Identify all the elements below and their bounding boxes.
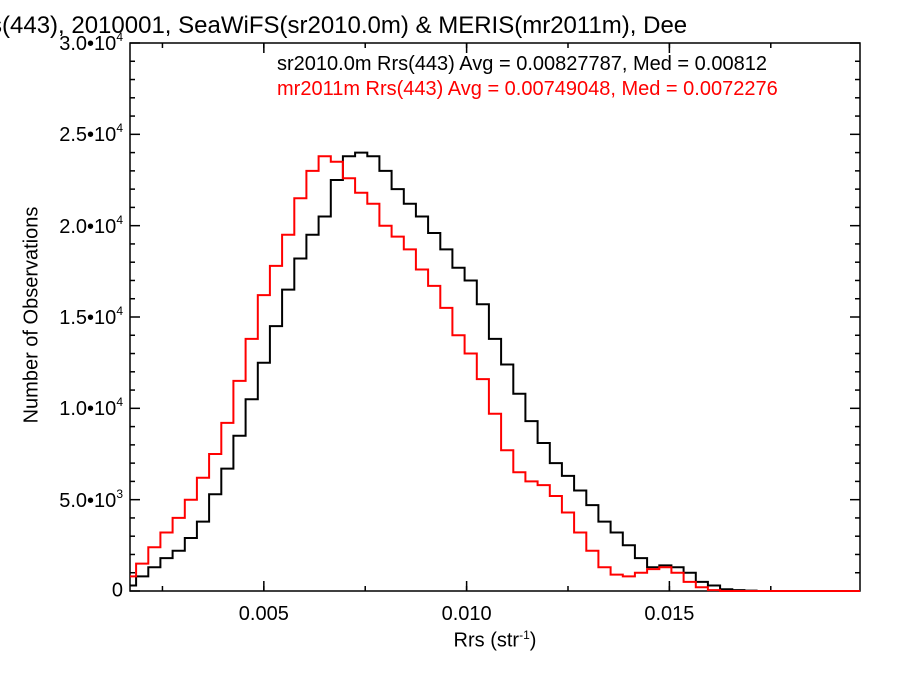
y-tick-exponent: 4: [116, 304, 123, 318]
x-tick-label: 0.010: [441, 603, 492, 625]
series-layer: [130, 151, 860, 592]
chart-title: s(443), 2010001, SeaWiFS(sr2010.0m) & ME…: [0, 12, 688, 39]
y-tick-mantissa: 1.0•10: [59, 398, 117, 421]
y-tick-exponent: 4: [116, 121, 123, 136]
y-tick-mantissa: 0: [111, 579, 123, 602]
y-tick-mantissa: 2.5•10: [59, 124, 117, 147]
x-axis-label-exponent: -1: [519, 628, 530, 642]
y-tick-label: 1.5•104: [59, 304, 123, 330]
y-tick-label: 2.5•104: [59, 121, 123, 147]
y-tick-label: 5.0•103: [59, 487, 123, 513]
y-tick-label: 3.0•104: [59, 30, 123, 56]
x-tick-label: 0.005: [238, 603, 289, 625]
y-tick-exponent: 4: [116, 30, 123, 44]
y-tick-mantissa: 2.0•10: [59, 215, 117, 238]
series-line-sr2010: [130, 151, 860, 592]
y-tick-mantissa: 5.0•10: [59, 489, 117, 512]
plot-frame: [129, 42, 861, 592]
y-axis-label: Number of Observations: [20, 206, 43, 424]
y-tick-label: 1.0•104: [59, 395, 123, 421]
y-tick-exponent: 3: [116, 486, 123, 501]
x-tick-label: 0.015: [644, 603, 695, 625]
x-axis-label: Rrs (str-1): [454, 628, 537, 653]
y-tick-exponent: 4: [116, 395, 123, 410]
legend-entry-sr2010: sr2010.0m Rrs(443) Avg = 0.00827787, Med…: [277, 53, 767, 75]
y-tick-label: 2.0•104: [59, 213, 123, 239]
x-axis-label-suffix: ): [529, 629, 537, 652]
legend-entry-mr2011: mr2011m Rrs(443) Avg = 0.00749048, Med =…: [277, 78, 778, 100]
axis-ticks: [130, 42, 860, 592]
y-tick-label: 0: [112, 580, 123, 603]
y-tick-mantissa: 1.5•10: [59, 307, 117, 329]
y-tick-exponent: 4: [116, 212, 123, 227]
series-line-mr2011: [130, 155, 860, 592]
x-axis-label-text: Rrs (str: [453, 629, 520, 652]
y-tick-mantissa: 3.0•10: [59, 33, 117, 55]
